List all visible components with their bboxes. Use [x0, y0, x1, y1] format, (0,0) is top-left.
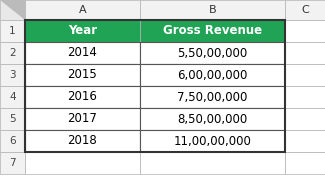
Text: C: C — [301, 5, 309, 15]
Text: 8,50,00,000: 8,50,00,000 — [177, 112, 248, 125]
Bar — [285, 20, 325, 42]
Text: A: A — [79, 5, 86, 15]
Bar — [285, 130, 325, 152]
Bar — [25, 0, 140, 20]
Polygon shape — [0, 0, 25, 20]
Text: 7,50,00,000: 7,50,00,000 — [177, 91, 248, 103]
Text: 2015: 2015 — [68, 68, 98, 82]
Bar — [0, 152, 25, 174]
Text: 2014: 2014 — [68, 47, 98, 59]
Bar — [25, 86, 140, 108]
Text: Gross Revenue: Gross Revenue — [163, 24, 262, 38]
Bar — [25, 130, 140, 152]
Bar — [140, 64, 285, 86]
Text: B: B — [209, 5, 216, 15]
Text: 11,00,00,000: 11,00,00,000 — [174, 135, 252, 148]
Text: 2018: 2018 — [68, 135, 98, 148]
Bar — [140, 130, 285, 152]
Text: 3: 3 — [9, 70, 16, 80]
Bar — [25, 20, 285, 152]
Text: 6: 6 — [9, 136, 16, 146]
Bar — [285, 0, 325, 20]
Bar — [0, 42, 25, 64]
Text: 2016: 2016 — [68, 91, 98, 103]
Bar — [285, 64, 325, 86]
Text: 2: 2 — [9, 48, 16, 58]
Bar — [25, 64, 140, 86]
Bar — [285, 108, 325, 130]
Bar — [0, 130, 25, 152]
Bar — [285, 152, 325, 174]
Text: 6,00,00,000: 6,00,00,000 — [177, 68, 248, 82]
Text: 5,50,00,000: 5,50,00,000 — [177, 47, 248, 59]
Text: 7: 7 — [9, 158, 16, 168]
Bar — [25, 42, 140, 64]
Text: 5: 5 — [9, 114, 16, 124]
Text: Year: Year — [68, 24, 97, 38]
Bar — [285, 42, 325, 64]
Bar — [140, 42, 285, 64]
Bar — [0, 64, 25, 86]
Bar — [25, 20, 140, 42]
Bar — [140, 108, 285, 130]
Bar — [0, 108, 25, 130]
Bar — [140, 152, 285, 174]
Bar — [0, 0, 25, 20]
Bar — [140, 20, 285, 42]
Bar — [25, 108, 140, 130]
Bar — [140, 0, 285, 20]
Bar — [285, 86, 325, 108]
Text: 2017: 2017 — [68, 112, 98, 125]
Text: 4: 4 — [9, 92, 16, 102]
Bar — [0, 86, 25, 108]
Bar — [140, 86, 285, 108]
Bar — [25, 152, 140, 174]
Bar — [0, 20, 25, 42]
Text: 1: 1 — [9, 26, 16, 36]
